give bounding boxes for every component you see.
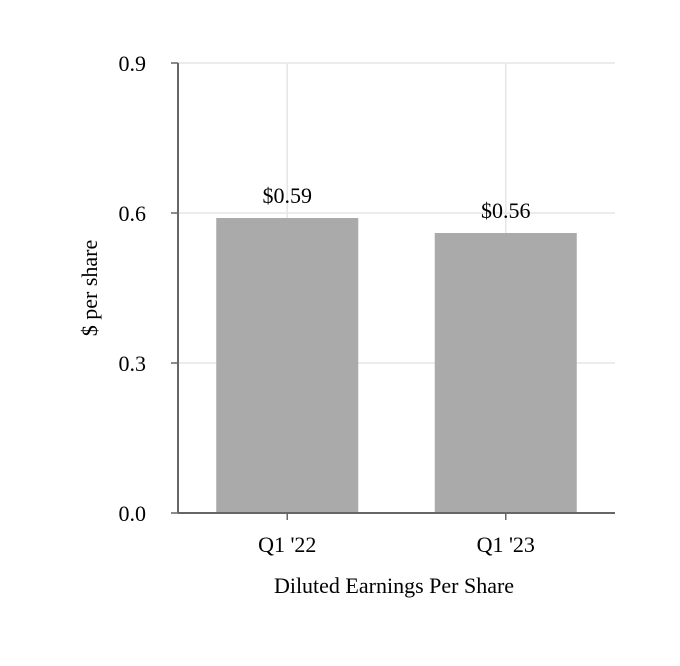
bar-data-label: $0.59 [263,183,313,208]
y-tick-label: 0.3 [119,351,147,376]
bars [216,218,577,513]
x-axis-title: Diluted Earnings Per Share [274,573,514,598]
labels: 0.0 0.3 0.6 0.9 $0.59 Q1 '22 $0.56 Q1 '23 [119,51,535,557]
bar-0 [216,218,359,513]
bar-1 [434,233,577,513]
y-tick-label: 0.6 [119,201,147,226]
x-tick-label: Q1 '23 [477,532,535,557]
y-tick-label: 0.9 [119,51,147,76]
y-axis-title: $ per share [77,240,102,337]
bar-data-label: $0.56 [481,198,531,223]
x-tick-label: Q1 '22 [258,532,316,557]
axes [171,62,615,520]
y-tick-label: 0.0 [119,501,147,526]
